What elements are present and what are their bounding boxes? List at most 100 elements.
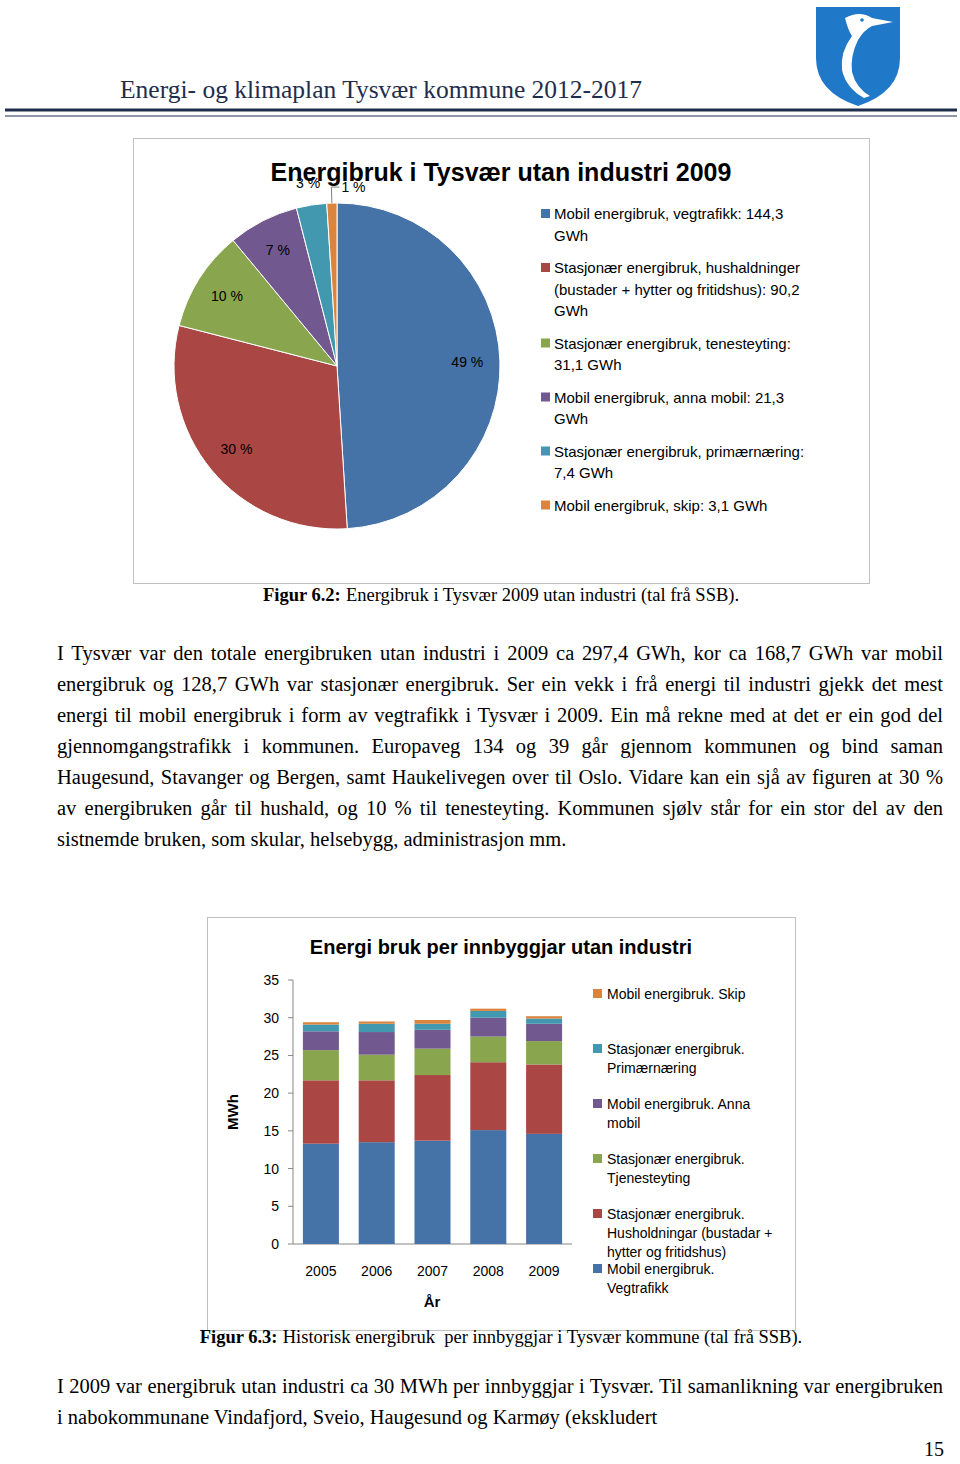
pie-slices xyxy=(174,203,500,529)
bar-segment xyxy=(526,1134,562,1244)
bar-segment xyxy=(359,1032,395,1055)
bar-segment xyxy=(303,1025,339,1032)
caption-label: Figur 6.2: xyxy=(263,585,341,605)
legend-label: Stasjonær energibruk.Tjenesteyting xyxy=(607,1151,745,1186)
bar-segment xyxy=(470,1011,506,1018)
bar-segment xyxy=(470,1130,506,1244)
legend-label: Mobil energibruk. Vegtrafikk xyxy=(607,1261,714,1296)
legend-swatch xyxy=(541,501,550,510)
legend-label: Stasjonær energibruk, hushaldninger(bust… xyxy=(554,259,800,319)
caption-text: Historisk energibruk per innbyggjar i Ty… xyxy=(283,1327,803,1347)
legend-label-line: hytter og fritidshus) xyxy=(607,1244,726,1260)
bar-segment xyxy=(303,1031,339,1050)
bar-segment xyxy=(526,1024,562,1041)
bar-segment xyxy=(359,1024,395,1032)
legend-swatch xyxy=(593,1044,602,1053)
page: Energi- og klimaplan Tysvær kommune 2012… xyxy=(0,0,960,1464)
bar-segment xyxy=(415,1141,451,1244)
legend-label: Mobil energibruk. Skip xyxy=(607,986,746,1002)
legend-label: Mobil energibruk, vegtrafikk: 144,3GWh xyxy=(554,205,783,244)
logo-eye xyxy=(860,18,864,22)
legend-label-line: Stasjonær energibruk, primærnæring: xyxy=(554,443,804,460)
header-rule xyxy=(5,109,957,112)
legend-label: Mobil energibruk, anna mobil: 21,3 GWh xyxy=(554,389,784,428)
tick-label: 25 xyxy=(263,1047,279,1063)
tick-label: 30 xyxy=(263,1010,279,1026)
pie-slice xyxy=(327,203,337,366)
bar-segment xyxy=(303,1022,339,1024)
legend-label: Mobil energibruk. Annamobil xyxy=(607,1096,750,1131)
legend-label-line: GWh xyxy=(554,410,588,427)
tick-label: 0 xyxy=(271,1236,279,1252)
logo-shield xyxy=(816,7,900,106)
data-label: 7 % xyxy=(266,242,290,258)
bar-segment xyxy=(303,1050,339,1080)
legend-swatch xyxy=(593,1209,602,1218)
bar-segment xyxy=(526,1041,562,1064)
legend-label-line: Vegtrafikk xyxy=(607,1280,669,1296)
y-axis-label: MWh xyxy=(224,1094,241,1130)
figure-caption: Figur 6.2:Energibruk i Tysvær 2009 utan … xyxy=(133,583,869,607)
legend-label-line: Husholdningar (bustadar + xyxy=(607,1225,772,1241)
bar-segment xyxy=(415,1049,451,1075)
legend-label-line: Mobil energibruk, skip: 3,1 GWh xyxy=(554,497,767,514)
bar-segment xyxy=(415,1030,451,1049)
bar-segment xyxy=(526,1064,562,1133)
x-axis-label: År xyxy=(424,1293,441,1310)
legend-swatch xyxy=(541,339,550,348)
bar-segment xyxy=(359,1080,395,1142)
legend-label-line: GWh xyxy=(554,227,588,244)
legend-swatch xyxy=(541,209,550,218)
legend-swatch xyxy=(593,1264,602,1273)
legend-label-line: Tjenesteyting xyxy=(607,1170,690,1186)
legend-label-line: Stasjonær energibruk, tenesteyting: xyxy=(554,335,791,352)
tick-mark xyxy=(288,1093,293,1094)
legend-label-line: Mobil energibruk, anna mobil: 21,3 xyxy=(554,389,784,406)
bar-segment xyxy=(303,1080,339,1143)
legend-label-line: Stasjonær energibruk. xyxy=(607,1041,745,1057)
chart-frame xyxy=(208,918,796,1331)
tick-mark xyxy=(288,1168,293,1169)
tick-mark xyxy=(288,1130,293,1131)
legend-label-line: Mobil energibruk. Skip xyxy=(607,986,746,1002)
legend: Mobil energibruk. Skip Stasjonær energibr… xyxy=(593,986,772,1296)
tick-mark xyxy=(288,980,293,981)
tick-label: 35 xyxy=(263,972,279,988)
tick-label: 10 xyxy=(263,1161,279,1177)
legend-label-line: GWh xyxy=(554,302,588,319)
header-rule-thin xyxy=(5,116,957,117)
bar-segment xyxy=(470,1018,506,1037)
chart-title: Energibruk i Tysvær utan industri 2009 xyxy=(271,158,732,186)
pie-labels: 49 %30 %10 %7 %3 %1 % xyxy=(211,175,483,457)
tick-label: 5 xyxy=(271,1198,279,1214)
bar-segment xyxy=(359,1142,395,1244)
paragraph: I Tysvær var den totale energibruken uta… xyxy=(57,638,943,855)
axes: 05101520253035 xyxy=(263,972,572,1252)
legend: Mobil energibruk, vegtrafikk: 144,3GWh St… xyxy=(541,205,804,514)
legend-label-line: mobil xyxy=(607,1115,640,1131)
caption-text: Energibruk i Tysvær 2009 utan industri (… xyxy=(346,585,739,605)
page-number: 15 xyxy=(924,1437,944,1461)
legend-swatch xyxy=(593,1099,602,1108)
legend-swatch xyxy=(593,1154,602,1163)
leader-line xyxy=(331,187,339,203)
bar-chart: Energi bruk per innbyggjar utan industri… xyxy=(208,918,796,1331)
y-axis-line xyxy=(293,980,294,1244)
logo xyxy=(816,7,900,106)
tick-mark xyxy=(288,1244,293,1245)
tick-mark xyxy=(288,1206,293,1207)
paragraph: I 2009 var energibruk utan industri ca 3… xyxy=(57,1371,943,1433)
legend-label-line: Primærnæring xyxy=(607,1060,696,1076)
bar-segment xyxy=(526,1018,562,1023)
legend-label: Stasjonær energibruk, tenesteyting:31,1 … xyxy=(554,335,791,374)
legend-label-line: Mobil energibruk. xyxy=(607,1261,714,1277)
data-label: 30 % xyxy=(221,441,253,457)
caption-label: Figur 6.3: xyxy=(200,1327,278,1347)
legend-label-line: Stasjonær energibruk, hushaldninger xyxy=(554,259,800,276)
pie-slice xyxy=(337,203,500,529)
legend-swatch xyxy=(541,263,550,272)
legend-label: Stasjonær energibruk, primærnæring:7,4 G… xyxy=(554,443,804,482)
pie-slice xyxy=(296,203,337,366)
category-label: 2007 xyxy=(417,1263,448,1279)
bar-segment xyxy=(359,1021,395,1023)
